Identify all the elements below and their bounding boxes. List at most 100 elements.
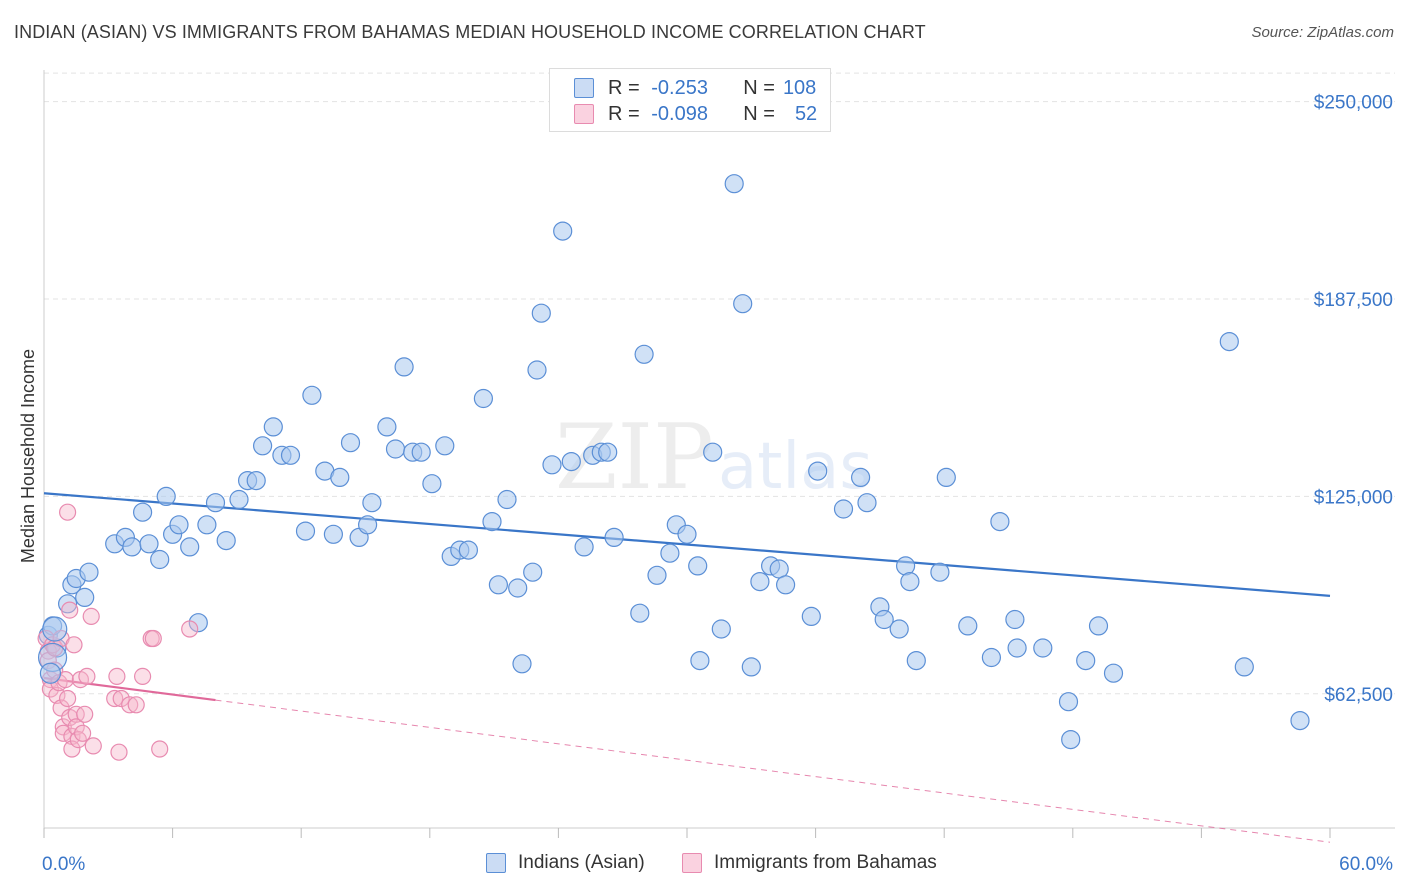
point-bahamas — [58, 689, 77, 708]
point-indians — [574, 537, 594, 557]
point-bahamas — [151, 740, 169, 758]
point-bahamas — [65, 636, 83, 654]
point-indians — [330, 467, 350, 487]
point-bahamas — [181, 620, 199, 638]
point-indians — [634, 344, 654, 364]
point-indians — [295, 521, 316, 541]
point-indians — [1058, 692, 1079, 712]
trend-lines — [43, 492, 1331, 843]
point-indians — [133, 502, 153, 522]
source-label: Source: ZipAtlas.com — [1251, 24, 1394, 41]
point-indians — [724, 174, 744, 194]
point-indians — [889, 619, 909, 639]
legend-item-indians[interactable]: Indians (Asian) — [486, 852, 645, 874]
point-indians — [197, 515, 217, 535]
point-indians — [542, 455, 562, 475]
legend-n-label: N = — [743, 76, 775, 99]
point-indians — [647, 565, 667, 585]
point-indians — [703, 442, 723, 462]
legend-n-value: 108 — [782, 76, 817, 99]
point-indians — [531, 303, 551, 323]
legend-swatch-blue — [574, 78, 594, 98]
legend-row-indians: R = -0.253 N = 108 — [550, 75, 816, 101]
legend-r-value: -0.098 — [651, 102, 708, 125]
point-indians — [630, 603, 650, 623]
point-bahamas — [58, 503, 77, 521]
point-indians — [906, 650, 926, 671]
point-indians — [188, 613, 208, 633]
point-indians — [79, 562, 99, 582]
y-axis-label: Median Household Income — [18, 349, 38, 563]
point-indians — [711, 619, 731, 639]
point-indians — [229, 489, 249, 510]
point-indians — [741, 657, 761, 677]
point-indians — [122, 537, 142, 557]
point-indians — [895, 556, 916, 576]
point-indians — [523, 562, 543, 582]
point-bahamas — [134, 667, 152, 686]
point-indians — [473, 388, 493, 409]
point-bahamas — [110, 743, 128, 761]
point-indians — [733, 294, 753, 314]
legend-item-bahamas[interactable]: Immigrants from Bahamas — [682, 852, 937, 874]
point-indians — [362, 493, 382, 513]
legend-swatch-pink — [682, 853, 702, 873]
point-indians — [377, 417, 397, 437]
point-indians — [482, 511, 502, 532]
point-bahamas — [106, 689, 124, 708]
y-tick-label: $62,500 — [1324, 685, 1393, 706]
point-indians — [677, 524, 697, 544]
point-indians — [280, 445, 301, 465]
legend-row-bahamas: R = -0.098 N = 52 — [550, 101, 817, 127]
legend-r-label: R = — [608, 102, 640, 125]
point-indians — [561, 452, 581, 472]
stats-legend: R = -0.253 N = 108 R = -0.098 N = 52 — [549, 68, 831, 132]
point-indians — [1061, 729, 1081, 750]
watermark-zip: ZIP — [555, 405, 714, 510]
point-indians — [598, 442, 618, 462]
watermark: ZIP atlas — [555, 405, 873, 510]
point-indians — [874, 609, 894, 630]
x-tick-label-min: 0.0% — [42, 854, 85, 875]
data-points — [37, 174, 1310, 761]
point-indians — [263, 417, 283, 437]
point-indians — [216, 530, 236, 551]
point-indians — [604, 527, 624, 548]
point-bahamas — [67, 718, 85, 736]
point-bahamas — [63, 740, 81, 758]
point-bahamas — [108, 667, 126, 686]
point-indians — [246, 471, 266, 491]
legend-item-label: Immigrants from Bahamas — [714, 852, 937, 873]
point-indians — [497, 489, 517, 510]
point-indians — [808, 461, 828, 481]
point-indians — [358, 515, 378, 535]
point-indians — [900, 571, 920, 592]
point-indians — [435, 436, 455, 456]
point-indians — [990, 511, 1010, 532]
point-indians — [394, 357, 414, 377]
point-bahamas — [144, 629, 162, 648]
legend-swatch-pink — [574, 104, 594, 124]
point-bahamas — [121, 696, 139, 714]
point-indians — [981, 647, 1002, 668]
point-indians — [801, 606, 821, 627]
point-indians — [688, 556, 708, 576]
point-indians — [690, 650, 710, 671]
point-indians — [1219, 332, 1239, 352]
point-indians — [1103, 663, 1124, 683]
legend-swatch-blue — [486, 853, 506, 873]
point-indians — [553, 221, 573, 241]
point-indians — [458, 540, 478, 560]
point-indians — [958, 616, 978, 636]
point-bahamas — [78, 667, 96, 686]
point-indians — [139, 534, 159, 554]
trend-line-indians — [43, 492, 1331, 597]
axes — [43, 70, 1395, 838]
point-indians — [57, 594, 78, 614]
point-indians — [936, 467, 956, 487]
trend-line-bahamas-extension — [215, 699, 1331, 843]
point-bahamas — [82, 607, 100, 626]
point-indians — [180, 537, 200, 557]
point-indians — [150, 549, 170, 570]
